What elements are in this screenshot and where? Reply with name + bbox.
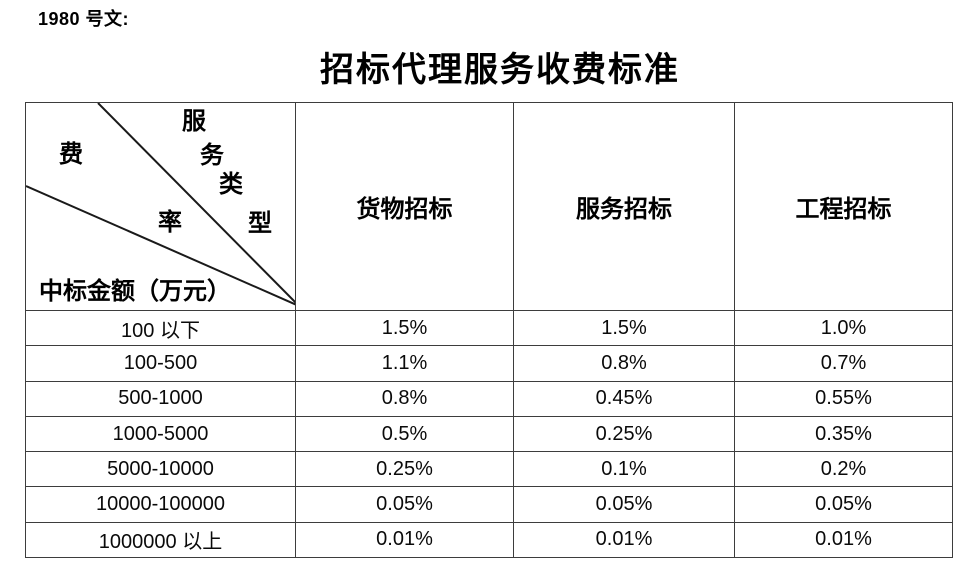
corner-fee-char: 费 [59,142,83,168]
rate-cell: 1.1% [295,345,514,382]
table-row: 100-500 1.1% 0.8% 0.7% [25,345,953,382]
rate-cell: 0.05% [734,486,953,523]
amount-cell: 10000-100000 [25,486,296,523]
corner-fee-char: 率 [158,210,182,236]
corner-type-char: 务 [200,143,224,169]
rate-cell: 0.05% [295,486,514,523]
doc-ref: 1980 号文: [38,9,130,29]
amount-cell: 5000-10000 [25,451,296,488]
rate-cell: 0.8% [295,380,514,417]
amount-cell: 1000000 以上 [25,521,296,559]
rate-cell: 1.0% [734,309,953,347]
rate-cell: 0.5% [295,415,514,453]
corner-type-char: 型 [248,211,272,237]
corner-amount-label: 中标金额（万元） [39,279,231,305]
amount-cell: 100-500 [25,345,296,382]
amount-cell: 1000-5000 [25,415,296,453]
fee-table: 服 务 类 型 费 率 中标金额（万元） 货物招标 服务招标 工程招标 100 … [25,102,953,559]
rate-cell: 0.1% [513,451,735,488]
rate-cell: 0.01% [734,521,953,559]
page-title: 招标代理服务收费标准 [320,52,680,89]
amount-cell: 100 以下 [25,309,296,347]
table-header-row: 服 务 类 型 费 率 中标金额（万元） 货物招标 服务招标 工程招标 [25,102,953,311]
table-row: 100 以下 1.5% 1.5% 1.0% [25,309,953,347]
corner-type-char: 服 [182,109,206,135]
amount-cell: 500-1000 [25,380,296,417]
rate-cell: 1.5% [295,309,514,347]
table-row: 1000000 以上 0.01% 0.01% 0.01% [25,521,953,559]
rate-cell: 0.01% [295,521,514,559]
rate-cell: 0.7% [734,345,953,382]
table-corner-cell: 服 务 类 型 费 率 中标金额（万元） [25,102,296,311]
rate-cell: 0.25% [513,415,735,453]
column-header-services: 服务招标 [513,102,735,311]
diagonal-divider-lines [26,103,295,306]
rate-cell: 0.35% [734,415,953,453]
rate-cell: 0.55% [734,380,953,417]
table-row: 1000-5000 0.5% 0.25% 0.35% [25,415,953,453]
rate-cell: 0.45% [513,380,735,417]
rate-cell: 0.25% [295,451,514,488]
table-row: 500-1000 0.8% 0.45% 0.55% [25,380,953,417]
rate-cell: 1.5% [513,309,735,347]
corner-type-char: 类 [219,172,243,198]
column-header-goods: 货物招标 [295,102,514,311]
rate-cell: 0.8% [513,345,735,382]
table-row: 5000-10000 0.25% 0.1% 0.2% [25,451,953,488]
rate-cell: 0.05% [513,486,735,523]
table-row: 10000-100000 0.05% 0.05% 0.05% [25,486,953,523]
rate-cell: 0.2% [734,451,953,488]
rate-cell: 0.01% [513,521,735,559]
column-header-works: 工程招标 [734,102,953,311]
